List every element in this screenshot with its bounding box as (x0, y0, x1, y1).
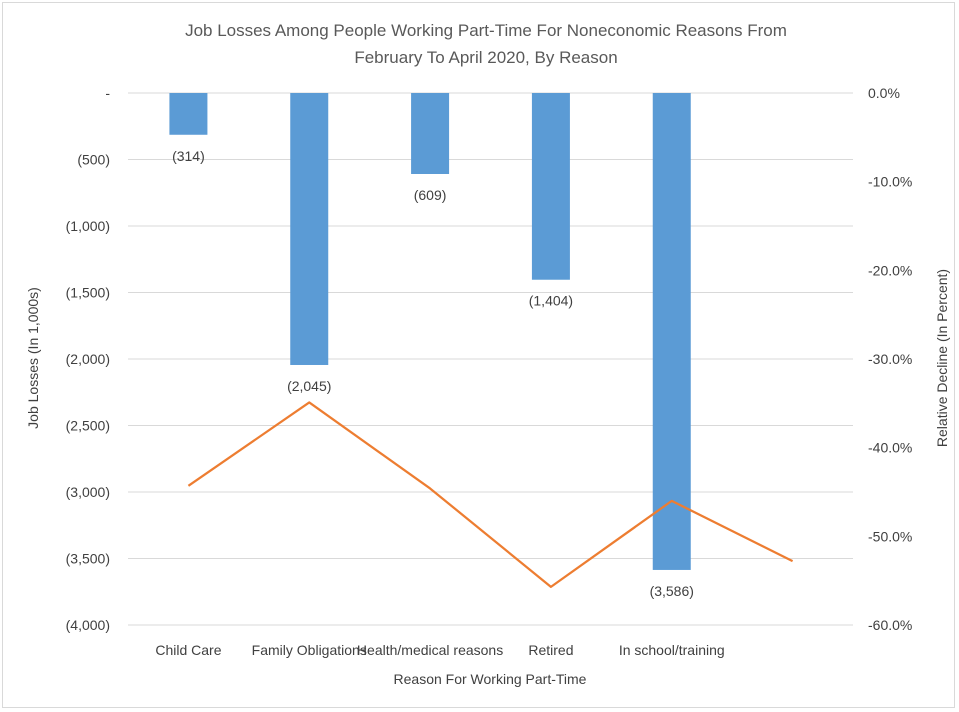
y-tick-label: (3,000) (66, 484, 110, 500)
bar (411, 93, 450, 174)
bars (169, 93, 691, 570)
y-tick-label: (4,000) (66, 617, 110, 633)
y2-tick-label: -60.0% (868, 617, 912, 633)
chart-title-line-2: February To April 2020, By Reason (354, 48, 617, 67)
y-axis-title: Job Losses (In 1,000s) (25, 287, 41, 429)
gridlines (128, 92, 853, 626)
y2-tick-label: -10.0% (868, 174, 912, 190)
y-tick-label: (3,500) (66, 551, 110, 567)
bar (652, 93, 691, 570)
y-tick-label: (500) (77, 152, 110, 168)
x-tick-label: Health/medical reasons (357, 642, 503, 658)
series-line (187, 401, 794, 588)
x-axis-title: Reason For Working Part-Time (394, 671, 587, 687)
bar-data-label: (314) (172, 148, 205, 164)
bar (531, 93, 570, 280)
x-tick-label: In school/training (619, 642, 725, 658)
y2-tick-label: 0.0% (868, 85, 900, 101)
y-tick-label: (2,000) (66, 351, 110, 367)
x-tick-label: Child Care (155, 642, 221, 658)
x-tick-label: Retired (528, 642, 573, 658)
line-layer (187, 401, 794, 588)
y-tick-label: - (105, 85, 110, 101)
y-tick-label: (1,000) (66, 218, 110, 234)
bar-data-label: (2,045) (287, 378, 331, 394)
y2-tick-label: -20.0% (868, 262, 912, 278)
y2-tick-label: -50.0% (868, 528, 912, 544)
bar-data-label: (609) (414, 187, 447, 203)
x-tick-label: Family Obligations (252, 642, 367, 658)
bar-data-label: (1,404) (529, 293, 573, 309)
bar-data-label: (3,586) (650, 583, 694, 599)
y2-tick-label: -30.0% (868, 351, 912, 367)
chart-title-line-1: Job Losses Among People Working Part-Tim… (185, 21, 787, 40)
y2-axis-title: Relative Decline (In Percent) (934, 269, 950, 447)
bar (290, 93, 329, 365)
bar (169, 93, 208, 135)
y2-tick-label: -40.0% (868, 440, 912, 456)
labels: - (500) (1,000) (1,500) (2,000) (2,500) (3,000… (66, 85, 913, 658)
y-tick-label: (1,500) (66, 285, 110, 301)
y-tick-label: (2,500) (66, 418, 110, 434)
